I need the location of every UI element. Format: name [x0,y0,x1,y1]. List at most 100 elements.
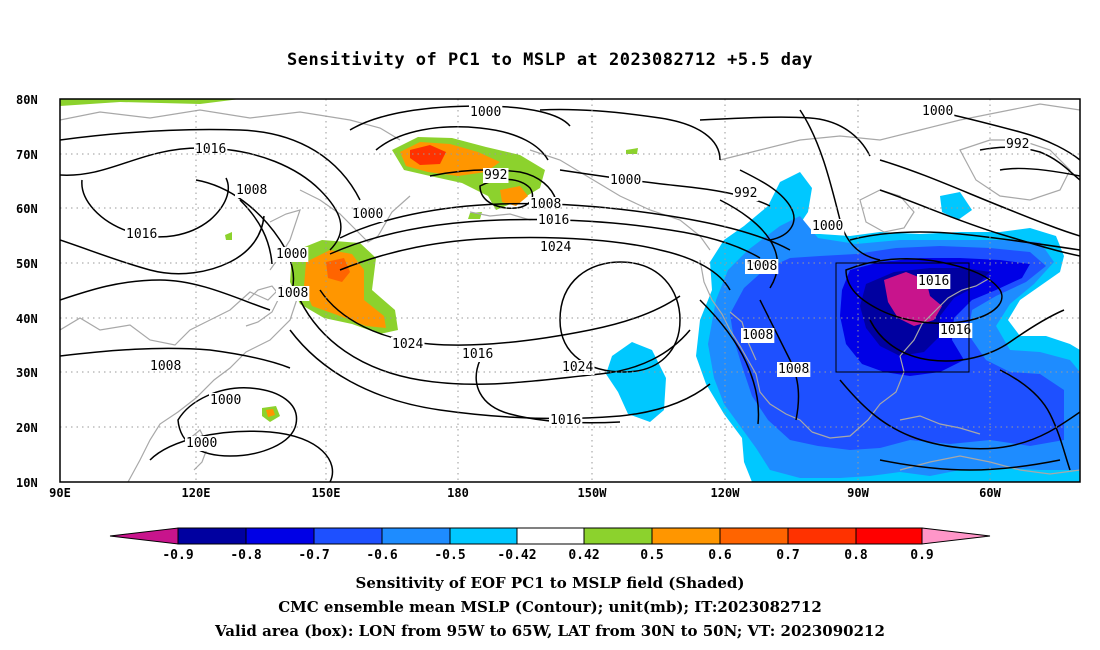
contour-label: 1000 [470,105,501,120]
coast-alaska [529,149,711,251]
map-title: Sensitivity of PC1 to MSLP at 2023082712… [286,50,813,70]
longitude-labels: 90E 120E 150E 180 150W 120W 90W 60W [49,486,1001,500]
colorbar-swatch [719,527,789,545]
lat-label: 60N [16,202,38,216]
graticule [60,99,1080,482]
shade-arctic-green [60,99,240,106]
colorbar-swatch [651,527,721,545]
lon-label: 120W [711,486,741,500]
shade-west-pacific-orange [266,409,275,417]
contour-label: 1016 [550,413,581,428]
shade-chukotka-orange2 [500,186,528,206]
contour-label: 992 [1006,137,1029,152]
contour-label: 1008 [746,259,777,274]
lon-label: 90E [49,486,71,500]
contour-label-background [235,183,269,198]
lon-label: 180 [447,486,469,500]
contour-label-background [391,337,425,352]
contour-label-background [609,173,643,188]
shade-kuril-red [326,258,350,282]
coast-west-na [699,259,813,433]
shade-pacific-lightblue [606,342,666,422]
shade-chukotka-red [410,145,446,165]
contour-label: 1000 [352,207,383,222]
coast-caribbean [899,415,981,435]
contour-label-background [483,168,509,183]
lon-label: 60W [979,486,1001,500]
contour-label-background [469,105,503,120]
contour-label-background [939,323,973,338]
shade-dateline-green [225,232,232,240]
contour-label: 1000 [922,104,953,119]
coast-gulf-mexico [811,355,905,439]
shade-gulf-green-b [626,148,638,154]
contour-label-background [276,286,310,301]
coast-east-asia [60,285,299,482]
caption-line-2: CMC ensemble mean MSLP (Contour); unit(m… [278,598,822,616]
colorbar-label: 0.6 [708,548,732,563]
contour-label: 992 [484,168,507,183]
contour-label: 1016 [126,227,157,242]
contour-label: 1008 [778,362,809,377]
colorbar-label: 0.42 [568,548,599,563]
contour-label-background [529,197,563,212]
colorbar-swatch [787,527,857,545]
contour-label: 1008 [150,359,181,374]
contour-labels: 1000 1016 1008 1016 1000 1008 1000 1008 … [125,104,1031,451]
contour-label-background [733,186,759,201]
shade-greenland-blue [940,192,972,220]
contour-label-background [275,247,309,262]
colorbar-swatch [381,527,451,545]
contour-label-background [741,328,775,343]
contour-label: 1016 [940,323,971,338]
contour-label: 1008 [236,183,267,198]
contour-label-background [537,213,571,228]
contour-label: 1000 [186,436,217,451]
colorbar-swatch [313,527,383,545]
contour-label: 1024 [562,360,593,375]
colorbar-swatch [516,527,585,545]
lat-label: 10N [16,476,38,490]
contour-label: 1000 [812,219,843,234]
lat-label: 30N [16,366,38,380]
contour-label-background [777,362,811,377]
mslp-contours [60,105,1080,482]
contour-label: 1016 [462,347,493,362]
contour-label: 1016 [195,142,226,157]
caption-line-1: Sensitivity of EOF PC1 to MSLP field (Sh… [355,574,745,592]
lon-label: 150W [578,486,608,500]
caption-line-3: Valid area (box): LON from 95W to 65W, L… [215,622,885,640]
contour-label: 1008 [530,197,561,212]
colorbar-high-arrow [921,527,991,545]
contour-label: 1024 [540,240,571,255]
shade-kuril-orange [304,250,386,328]
contour-label-background [149,359,183,374]
valid-area-box [835,262,970,373]
shade-na-magenta [884,272,942,326]
contour-label: 1008 [277,286,308,301]
lon-label: 120E [182,486,211,500]
negative-sensitivity-shading [606,172,1080,482]
colorbar-label: -0.5 [434,548,465,563]
colorbar-swatch [583,527,653,545]
contour-label: 1024 [392,337,423,352]
lat-label: 80N [16,93,38,107]
lon-label: 150E [312,486,341,500]
lat-label: 50N [16,257,38,271]
contour-label-background [185,436,219,451]
colorbar-label: -0.7 [298,548,329,563]
contour-label-background [917,274,951,289]
lat-label: 70N [16,148,38,162]
coast-hudson [859,189,915,233]
colorbar-low-arrow [109,527,179,545]
colorbar-label: 0.5 [640,548,663,563]
lat-label: 20N [16,421,38,435]
colorbar-swatch [449,527,518,545]
contour-label-background [811,219,845,234]
contour-label: 1000 [210,393,241,408]
coastlines [60,103,1080,482]
contour-label: 1008 [742,328,773,343]
contour-label-background [539,240,573,255]
contour-label-background [549,413,583,428]
